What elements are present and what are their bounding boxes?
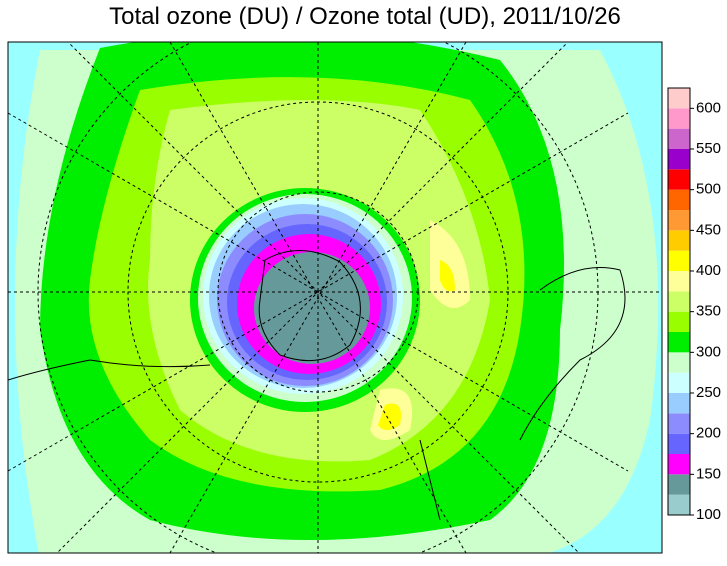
colorbar-label: 200 (696, 425, 721, 442)
colorbar-label: 450 (696, 221, 721, 238)
colorbar-label: 550 (696, 140, 721, 157)
colorbar-label: 250 (696, 384, 721, 401)
colorbar-band (668, 108, 690, 129)
colorbar-label: 150 (696, 465, 721, 482)
colorbar-band (668, 311, 690, 332)
colorbar-band (668, 250, 690, 271)
colorbar-band (668, 454, 690, 475)
colorbar-band (668, 230, 690, 251)
colorbar-band (668, 413, 690, 434)
map (8, 42, 662, 553)
graticule (8, 42, 662, 553)
colorbar-band (668, 372, 690, 393)
colorbar-band (668, 88, 690, 109)
colorbar-band (668, 474, 690, 495)
title: Total ozone (DU) / Ozone total (UD), 201… (109, 3, 621, 30)
colorbar-frame (667, 87, 691, 516)
colorbar-band (668, 291, 690, 312)
colorbar-band (668, 332, 690, 353)
colorbar-label: 600 (696, 99, 721, 116)
colorbar-band (668, 169, 690, 190)
colorbar-label: 500 (696, 181, 721, 198)
colorbar-band (668, 149, 690, 170)
colorbar-label: 400 (696, 262, 721, 279)
colorbar-label: 350 (696, 303, 721, 320)
colorbar-band (668, 393, 690, 414)
map-frame (7, 41, 663, 554)
colorbar-band (668, 352, 690, 373)
colorbar-band (668, 210, 690, 231)
colorbar-label: 300 (696, 343, 721, 360)
colorbar-band (668, 433, 690, 454)
colorbar-band (668, 494, 690, 515)
zone (378, 260, 455, 430)
colorbar-band (668, 271, 690, 292)
coastline (8, 250, 626, 521)
colorbar: 100 150 200 250 300 350 400 450 500 550 600 (667, 87, 721, 523)
colorbar-band (668, 189, 690, 210)
colorbar-label: 100 (696, 506, 721, 523)
colorbar-band (668, 128, 690, 149)
